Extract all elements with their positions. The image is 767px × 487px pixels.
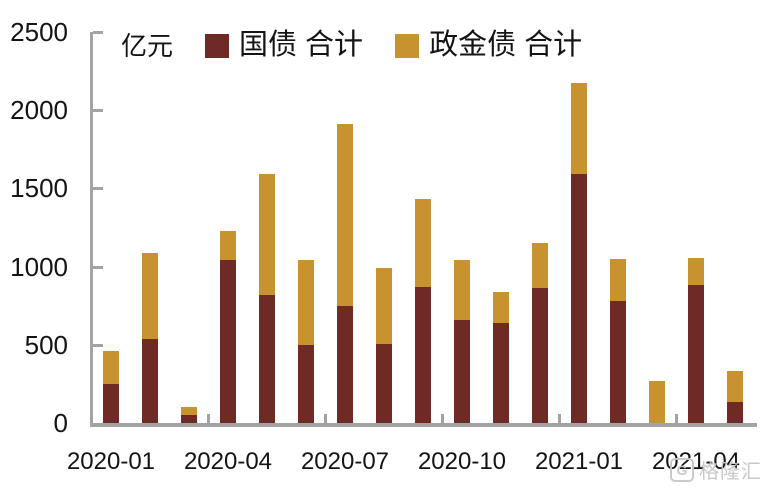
y-axis-line bbox=[90, 32, 93, 427]
x-axis-tick-label: 2021-04 bbox=[651, 448, 741, 475]
bar-segment-guozhai-2020-08 bbox=[376, 344, 392, 423]
y-axis-tick-label: 2000 bbox=[10, 95, 68, 126]
bar-segment-guozhai-2020-05 bbox=[259, 294, 275, 423]
bar-segment-guozhai-2020-03 bbox=[181, 415, 197, 423]
legend-item-zhengjinzhai: 政金债 合计 bbox=[395, 31, 582, 60]
bar-segment-guozhai-2021-04 bbox=[688, 285, 704, 423]
x-axis-tick-label: 2020-10 bbox=[417, 448, 507, 475]
bar-segment-zhengjinzhai-2020-12 bbox=[532, 243, 548, 289]
bar-segment-guozhai-2021-01 bbox=[571, 174, 587, 423]
bar-segment-zhengjinzhai-2020-05 bbox=[259, 173, 275, 295]
bar-segment-zhengjinzhai-2020-06 bbox=[298, 260, 314, 345]
legend-swatch-zhengjinzhai bbox=[395, 33, 420, 58]
y-axis-tick-label: 500 bbox=[24, 329, 68, 360]
bar-segment-zhengjinzhai-2020-08 bbox=[376, 268, 392, 344]
chart-legend: 国债 合计 政金债 合计 bbox=[205, 31, 582, 60]
y-axis-tick bbox=[93, 343, 103, 347]
bar-segment-zhengjinzhai-2020-04 bbox=[220, 231, 236, 260]
x-axis-tick bbox=[207, 414, 210, 423]
bar-segment-zhengjinzhai-2020-01 bbox=[103, 351, 119, 384]
y-axis-tick bbox=[93, 31, 103, 34]
bar-segment-guozhai-2020-10 bbox=[454, 319, 470, 423]
y-axis-tick-label: 0 bbox=[53, 408, 68, 438]
x-axis-tick bbox=[324, 414, 327, 423]
bar-segment-zhengjinzhai-2020-11 bbox=[493, 292, 509, 323]
bar-segment-zhengjinzhai-2021-03 bbox=[649, 380, 665, 423]
bar-segment-guozhai-2020-12 bbox=[532, 288, 548, 423]
legend-item-guozhai: 国债 合计 bbox=[205, 31, 363, 60]
x-axis-tick bbox=[675, 414, 678, 423]
legend-label-guozhai: 国债 合计 bbox=[239, 29, 364, 61]
gelonghui-logo-icon: G bbox=[670, 457, 694, 482]
y-axis-tick-label: 2500 bbox=[10, 17, 68, 47]
x-axis-tick-label: 2020-07 bbox=[300, 448, 390, 475]
bar-segment-zhengjinzhai-2020-09 bbox=[415, 199, 431, 287]
gelonghui-watermark: G 格隆汇 bbox=[670, 455, 762, 484]
bar-segment-zhengjinzhai-2020-07 bbox=[337, 124, 353, 306]
bar-segment-zhengjinzhai-2020-10 bbox=[454, 260, 470, 320]
x-axis-tick-label: 2021-01 bbox=[534, 448, 624, 475]
x-axis-tick bbox=[558, 414, 561, 423]
legend-label-zhengjinzhai: 政金债 合计 bbox=[429, 29, 583, 61]
x-axis-line bbox=[90, 423, 757, 427]
y-axis-tick bbox=[93, 265, 103, 269]
x-axis-tick-label: 2020-04 bbox=[183, 448, 273, 475]
bar-segment-guozhai-2020-09 bbox=[415, 286, 431, 423]
bar-segment-guozhai-2020-07 bbox=[337, 305, 353, 423]
bar-segment-zhengjinzhai-2021-04 bbox=[688, 257, 704, 286]
x-axis-tick bbox=[441, 414, 444, 423]
y-axis-tick-label: 1000 bbox=[10, 251, 68, 282]
bar-segment-zhengjinzhai-2021-05 bbox=[727, 371, 743, 402]
legend-swatch-guozhai bbox=[205, 33, 229, 58]
bar-segment-guozhai-2021-05 bbox=[727, 401, 743, 423]
bar-segment-guozhai-2021-02 bbox=[610, 301, 626, 423]
y-axis-unit-label: 亿元 bbox=[121, 31, 174, 61]
bar-segment-guozhai-2020-04 bbox=[220, 259, 236, 423]
bar-segment-guozhai-2020-01 bbox=[103, 383, 119, 423]
bar-segment-zhengjinzhai-2020-03 bbox=[181, 406, 197, 416]
y-axis-tick bbox=[93, 109, 103, 113]
bar-segment-guozhai-2020-11 bbox=[493, 322, 509, 423]
gelonghui-watermark-text: 格隆汇 bbox=[699, 461, 762, 483]
bar-segment-zhengjinzhai-2020-02 bbox=[142, 253, 158, 340]
bar-segment-guozhai-2020-02 bbox=[142, 339, 158, 423]
x-axis-tick-label: 2020-01 bbox=[66, 448, 156, 475]
y-axis-tick bbox=[93, 187, 103, 191]
bar-segment-zhengjinzhai-2021-01 bbox=[571, 82, 587, 175]
bar-segment-zhengjinzhai-2021-02 bbox=[610, 258, 626, 301]
bar-segment-guozhai-2020-06 bbox=[298, 344, 314, 423]
y-axis-tick-label: 1500 bbox=[10, 173, 68, 204]
